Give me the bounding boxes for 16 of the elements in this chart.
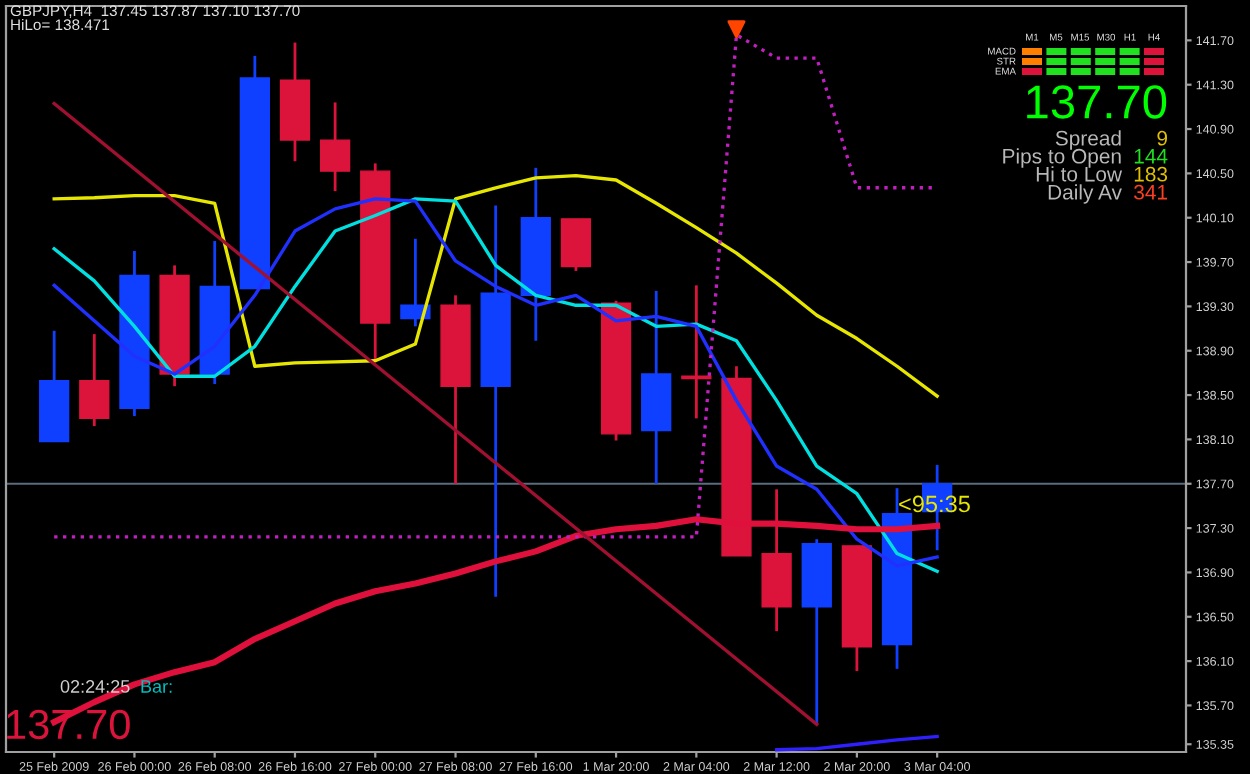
text: Daily Av (1048, 184, 1122, 204)
candlestick (79, 332, 110, 428)
text: Spread (1055, 130, 1121, 150)
candlestick (560, 217, 592, 273)
text: 137.70 (1027, 85, 1167, 119)
annotation: 137.70 (7, 709, 130, 740)
candlestick (319, 101, 351, 193)
text: Hi to Low (1036, 166, 1123, 182)
text: 9 (1157, 130, 1168, 146)
text: 183 (1134, 166, 1168, 182)
text: 144 (1134, 149, 1168, 164)
line-series (774, 734, 939, 752)
text: 341 (1134, 184, 1167, 200)
annotation: Bar: (141, 680, 172, 693)
line-series (52, 173, 939, 398)
text: Pips to Open (1003, 148, 1121, 168)
